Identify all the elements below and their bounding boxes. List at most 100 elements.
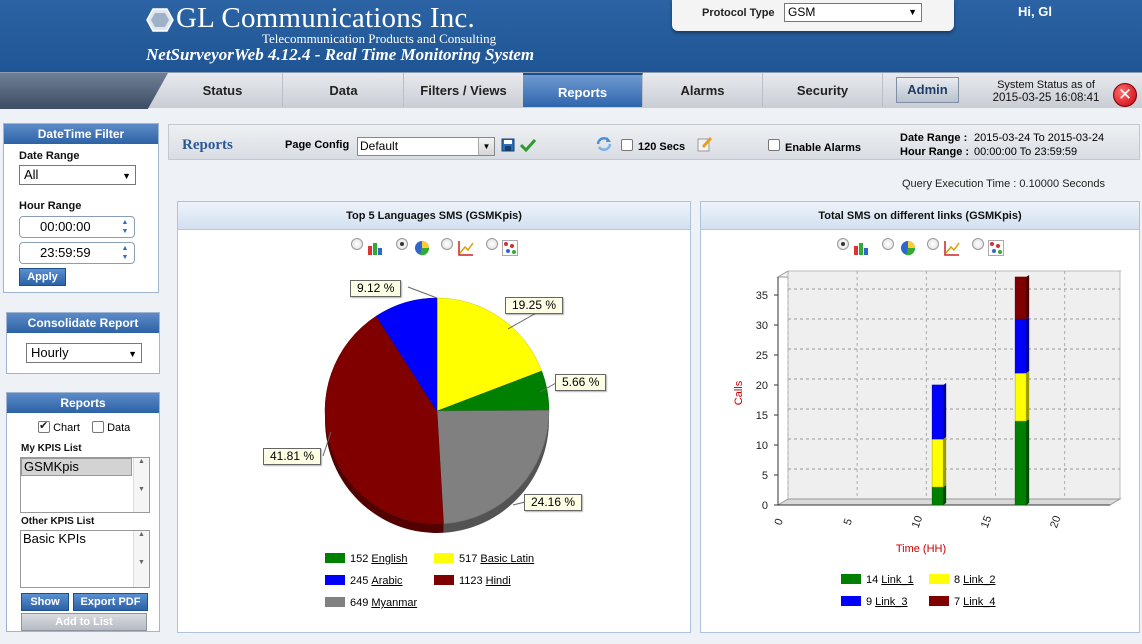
pie-leader-line [539, 382, 557, 393]
bar-chart-title: Total SMS on different links (GSMKpis) [701, 202, 1139, 230]
refresh-checkbox[interactable] [621, 139, 633, 151]
show-button[interactable]: Show [21, 593, 69, 611]
plot-back-wall [787, 270, 1121, 500]
legend-link-hindi[interactable]: Hindi [485, 575, 511, 587]
save-icon[interactable] [501, 138, 515, 152]
spinner-arrows-icon[interactable]: ▲ ▼ [121, 245, 129, 261]
scatter-chart-radio[interactable] [972, 238, 984, 250]
bar-chart-radio[interactable] [837, 238, 849, 250]
legend-value: 152 [350, 553, 369, 565]
scrollbar[interactable]: ▲ ▼ [133, 458, 149, 512]
scatter-chart-type-icon[interactable] [502, 240, 518, 256]
spinner-arrows-icon[interactable]: ▲ ▼ [121, 219, 129, 235]
legend-value: 517 [459, 553, 478, 565]
tab-status[interactable]: Status [163, 73, 283, 107]
legend-link-basic-latin[interactable]: Basic Latin [480, 553, 535, 565]
legend-swatch [325, 575, 345, 585]
pie-chart-type-icon[interactable] [900, 240, 916, 256]
plot-floor [776, 498, 1122, 506]
enable-alarms-checkbox[interactable] [768, 139, 780, 151]
bar-segment-side [943, 437, 947, 487]
pie-leader-line [407, 286, 438, 299]
product-name: NetSurveyorWeb 4.12.4 - Real Time Monito… [146, 45, 535, 64]
chart-checkbox[interactable] [38, 419, 50, 433]
consolidate-select[interactable]: Hourly ▼ [26, 343, 142, 363]
pie-leader-line [322, 431, 332, 457]
refresh-icon[interactable] [595, 136, 613, 152]
date-range-value: All [24, 167, 39, 182]
tab-filters-views[interactable]: Filters / Views [404, 73, 524, 107]
edit-icon[interactable] [697, 136, 713, 152]
legend-link-myanmar[interactable]: Myanmar [371, 597, 418, 609]
scrollbar[interactable]: ▲ ▼ [133, 531, 149, 587]
date-range-label: Date Range [19, 150, 80, 162]
other-kpis-label: Other KPIS List [21, 516, 95, 527]
export-pdf-button[interactable]: Export PDF [73, 593, 148, 611]
y-tick-label: 5 [762, 470, 768, 482]
chart-option[interactable]: Chart [38, 419, 80, 434]
pie-chart-panel: Top 5 Languages SMS (GSMKpis) 9.12 % 19.… [177, 201, 691, 633]
consolidate-report-panel: Consolidate Report Hourly ▼ [6, 312, 160, 374]
pie-chart-radio[interactable] [882, 238, 894, 250]
date-range-info-value: 2015-03-24 To 2015-03-24 [974, 132, 1105, 144]
add-to-list-button[interactable]: Add to List [21, 613, 147, 631]
pie-leader-line [507, 311, 539, 330]
other-kpis-list[interactable]: Basic KPIs ▲ ▼ [20, 530, 150, 588]
legend-item-english: 152 English [325, 553, 407, 565]
legend-link-link-4[interactable]: Link_4 [963, 596, 996, 608]
bar-chart-type-icon[interactable] [367, 240, 383, 256]
line-chart-type-icon[interactable] [944, 240, 960, 256]
legend-swatch [325, 597, 345, 607]
line-chart-radio[interactable] [441, 238, 453, 250]
bar-segment-link-2 [1014, 372, 1027, 422]
bar-chart-type-icon[interactable] [853, 240, 869, 256]
apply-check-icon[interactable] [520, 138, 536, 152]
hour-from-input[interactable]: 00:00:00 ▲ ▼ [19, 216, 135, 238]
data-option[interactable]: Data [92, 421, 130, 434]
tab-alarms[interactable]: Alarms [643, 73, 763, 107]
x-tick-label: 0 [772, 517, 785, 527]
my-kpis-list[interactable]: GSMKpis ▲ ▼ [20, 457, 150, 513]
company-tagline: Telecommunication Products and Consultin… [262, 31, 497, 46]
datetime-filter-title: DateTime Filter [4, 124, 158, 144]
scatter-chart-radio[interactable] [486, 238, 498, 250]
protocol-type-select[interactable]: GSM ▼ [784, 3, 922, 22]
query-time-value: 0.10000 Seconds [1019, 178, 1106, 190]
admin-button[interactable]: Admin [896, 77, 959, 103]
pie-chart [322, 286, 557, 533]
close-icon[interactable]: ✕ [1113, 83, 1137, 107]
hour-to-input[interactable]: 23:59:59 ▲ ▼ [19, 242, 135, 264]
legend-link-english[interactable]: English [371, 553, 408, 565]
pie-chart-radio[interactable] [396, 238, 408, 250]
tab-data[interactable]: Data [284, 73, 404, 107]
line-chart-type-icon[interactable] [458, 240, 474, 256]
bar-segment-side [943, 383, 947, 439]
x-tick-label: 20 [1048, 514, 1063, 530]
legend-link-arabic[interactable]: Arabic [371, 575, 403, 587]
bar-segment-link-1 [1014, 420, 1027, 506]
legend-value: 7 [954, 596, 961, 608]
pie-label-hindi: 41.81 % [263, 448, 322, 465]
apply-button[interactable]: Apply [19, 268, 66, 286]
legend-item-hindi: 1123 Hindi [434, 575, 511, 587]
chevron-down-icon: ▼ [128, 349, 137, 359]
scatter-chart-type-icon[interactable] [988, 240, 1004, 256]
tab-reports[interactable]: Reports [523, 73, 643, 107]
line-chart-radio[interactable] [927, 238, 939, 250]
bar-chart-radio[interactable] [351, 238, 363, 250]
pie-chart-type-icon[interactable] [414, 240, 430, 256]
page-config-select[interactable]: Default ▼ [357, 137, 495, 156]
bar-segment-link-2 [931, 438, 944, 488]
list-item[interactable]: GSMKpis [21, 458, 132, 476]
list-item[interactable]: Basic KPIs [23, 531, 86, 546]
legend-link-link-3[interactable]: Link_3 [875, 596, 908, 608]
bar-segment-side [1026, 275, 1030, 319]
y-tick-label: 0 [762, 500, 768, 512]
legend-link-link-1[interactable]: Link_1 [881, 574, 914, 586]
tab-security[interactable]: Security [763, 73, 883, 107]
bar-segment-link-3 [931, 384, 944, 440]
date-range-select[interactable]: All ▼ [19, 165, 136, 185]
chevron-down-icon: ▼ [908, 7, 917, 17]
legend-link-link-2[interactable]: Link_2 [963, 574, 996, 586]
data-checkbox[interactable] [92, 421, 104, 433]
